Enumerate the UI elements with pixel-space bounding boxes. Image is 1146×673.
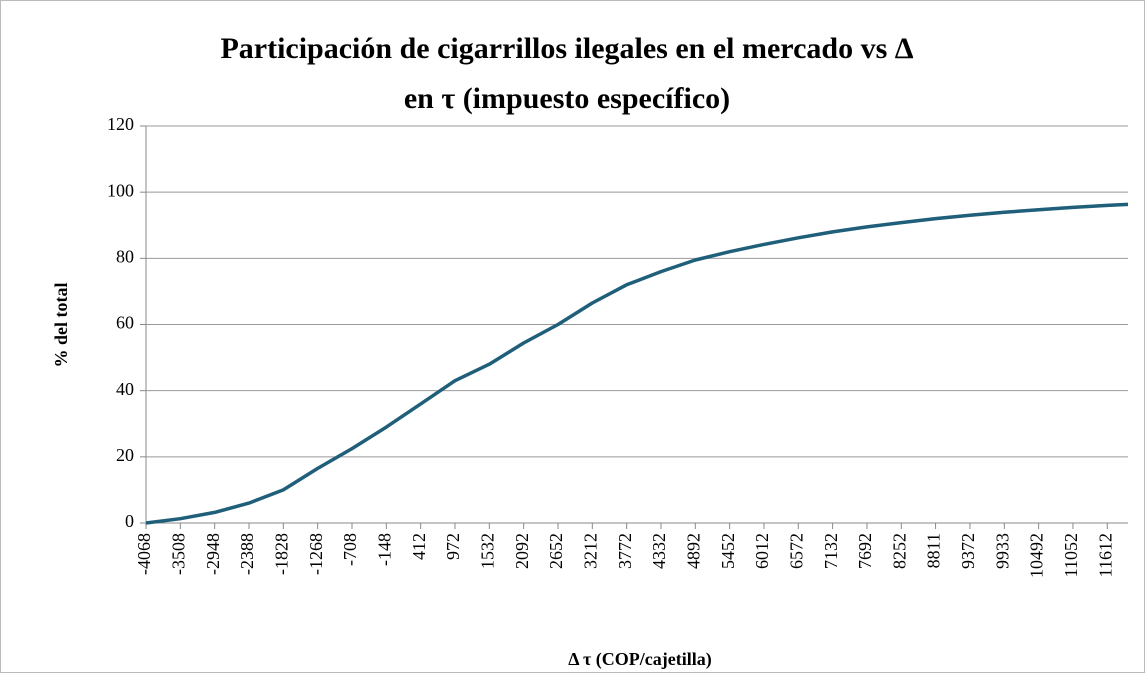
x-tick-label: 9372 (958, 533, 978, 569)
x-tick-label: 3212 (580, 533, 600, 569)
y-tick-label: 80 (116, 246, 134, 266)
x-tick-label: 8811 (924, 533, 944, 568)
x-tick-label: 4892 (683, 533, 703, 569)
x-tick-label: 2652 (546, 533, 566, 569)
x-tick-label: -2388 (237, 533, 257, 575)
x-tick-label: -4068 (134, 533, 154, 575)
x-tick-label: -148 (374, 533, 394, 566)
y-tick-label: 120 (107, 114, 134, 134)
x-tick-label: 1532 (477, 533, 497, 569)
x-tick-label: 4332 (649, 533, 669, 569)
x-tick-label: 9933 (992, 533, 1012, 569)
x-axis-label: Δ τ (COP/cajetilla) (568, 649, 712, 670)
x-tick-label: -1268 (306, 533, 326, 575)
x-tick-label: 6012 (752, 533, 772, 569)
x-tick-label: 10492 (1027, 533, 1047, 578)
y-tick-label: 20 (116, 445, 134, 465)
x-tick-label: 8252 (889, 533, 909, 569)
x-tick-label: 412 (409, 533, 429, 560)
x-tick-label: 6572 (786, 533, 806, 569)
x-tick-label: -1828 (271, 533, 291, 575)
x-tick-label: 3772 (615, 533, 635, 569)
chart-title: en τ (impuesto específico) (404, 82, 730, 115)
x-tick-label: 5452 (718, 533, 738, 569)
x-tick-label: 11052 (1061, 533, 1081, 577)
y-tick-label: 60 (116, 313, 134, 333)
x-tick-label: 7132 (821, 533, 841, 569)
x-tick-label: 2092 (512, 533, 532, 569)
chart-title: Participación de cigarrillos ilegales en… (220, 32, 913, 65)
x-tick-label: -708 (340, 533, 360, 566)
data-line (145, 202, 1129, 525)
y-tick-label: 0 (125, 511, 134, 531)
y-axis-label: % del total (51, 283, 71, 368)
y-tick-label: 100 (107, 180, 134, 200)
x-tick-label: -2948 (203, 533, 223, 575)
y-tick-label: 40 (116, 379, 134, 399)
x-tick-label: 7692 (855, 533, 875, 569)
x-tick-label: 11612 (1095, 533, 1115, 577)
x-tick-label: 972 (443, 533, 463, 560)
x-tick-label: -3508 (168, 533, 188, 575)
